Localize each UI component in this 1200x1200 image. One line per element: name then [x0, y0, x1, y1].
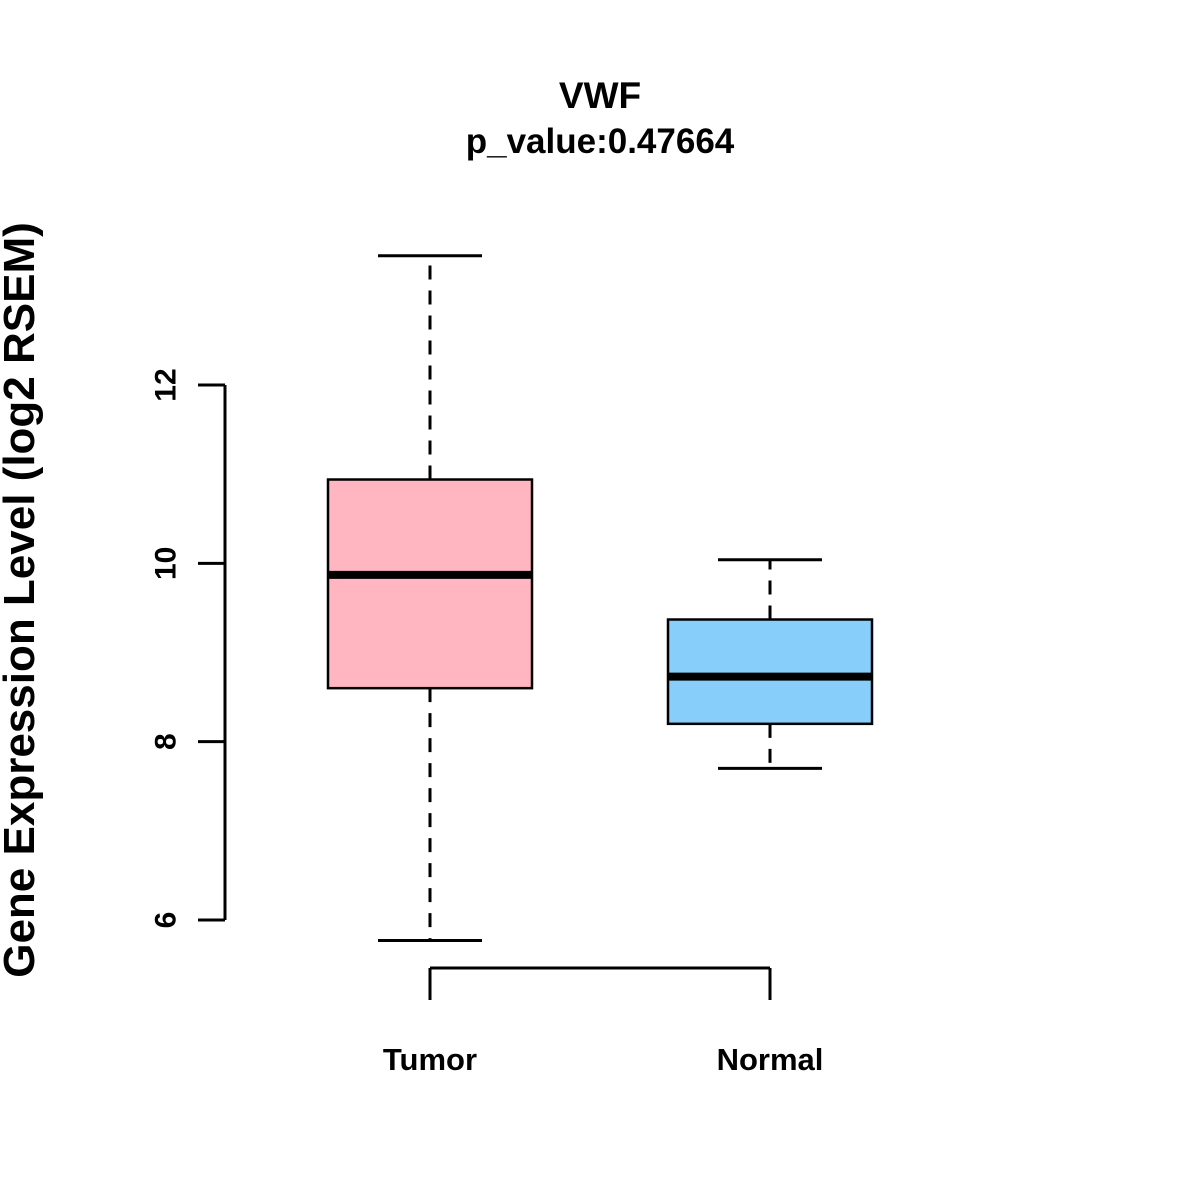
y-tick-label: 12	[150, 368, 183, 401]
chart-subtitle: p_value:0.47664	[466, 122, 735, 161]
x-tick-label-tumor: Tumor	[383, 1042, 477, 1077]
x-tick-label-normal: Normal	[717, 1042, 824, 1077]
y-tick-label: 10	[150, 547, 183, 580]
y-axis-title: Gene Expression Level (log2 RSEM)	[0, 222, 44, 978]
y-tick-label: 8	[150, 733, 183, 750]
y-tick-label: 6	[150, 912, 183, 929]
plot-marks: 6 8 10 12	[150, 254, 874, 1000]
box-tumor	[326, 478, 534, 690]
chart-title: VWF	[559, 75, 641, 116]
box-normal	[666, 618, 874, 726]
